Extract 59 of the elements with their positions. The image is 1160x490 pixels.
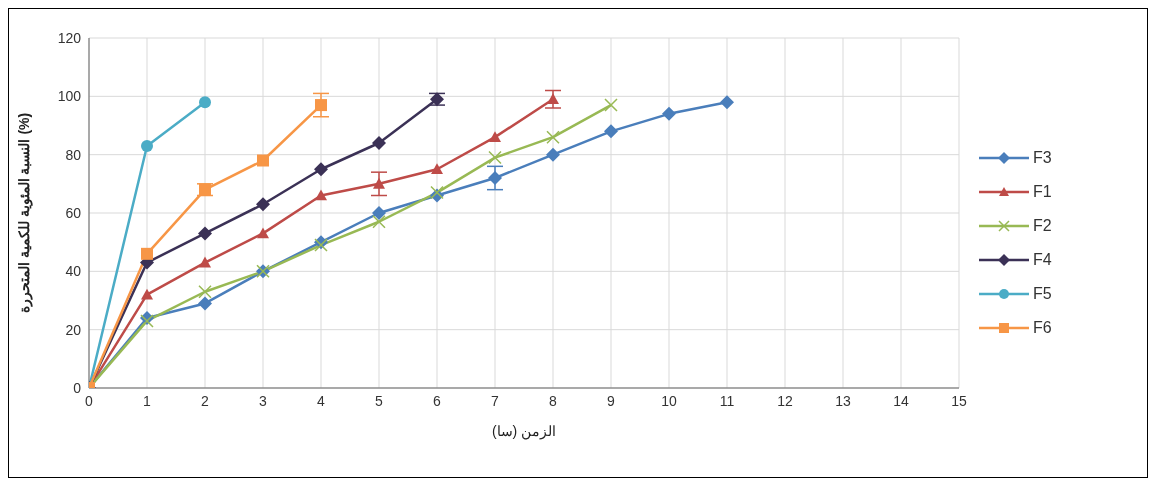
point xyxy=(199,256,211,268)
point xyxy=(431,163,443,175)
y-tick-label: 120 xyxy=(57,29,82,46)
legend-label: F6 xyxy=(1033,319,1052,337)
point xyxy=(257,227,269,239)
point xyxy=(604,98,618,112)
legend-label: F4 xyxy=(1033,251,1052,269)
legend-label: F5 xyxy=(1033,285,1052,303)
point xyxy=(372,215,386,229)
point xyxy=(547,93,559,105)
point xyxy=(256,197,270,212)
point xyxy=(198,296,212,311)
point xyxy=(141,247,153,260)
point xyxy=(198,285,212,299)
legend-label: F1 xyxy=(1033,183,1052,201)
x-tick-label: 8 xyxy=(549,392,558,409)
y-tick-label: 0 xyxy=(73,379,82,396)
point xyxy=(488,150,502,165)
y-tick-label: 80 xyxy=(65,146,82,163)
x-tick-label: 9 xyxy=(607,392,616,409)
x-tick-label: 4 xyxy=(317,392,326,409)
x-tick-label: 15 xyxy=(951,392,967,409)
point xyxy=(546,130,560,144)
point xyxy=(141,139,153,152)
point xyxy=(315,99,327,112)
x-tick-label: 7 xyxy=(491,392,500,409)
y-tick-label: 100 xyxy=(57,88,82,105)
y-tick-label: 60 xyxy=(65,204,82,221)
point xyxy=(489,131,501,142)
legend-label: F3 xyxy=(1033,149,1052,167)
point xyxy=(373,177,385,189)
y-axis-title: النسبة المئوية للكمية المتحررة (%) xyxy=(15,112,33,314)
x-tick-label: 13 xyxy=(835,392,851,409)
x-tick-label: 12 xyxy=(777,392,793,409)
x-tick-label: 10 xyxy=(661,392,677,409)
point xyxy=(199,96,211,109)
point xyxy=(720,95,734,110)
x-axis-title: الزمن (سا) xyxy=(491,423,557,440)
point xyxy=(372,206,386,220)
x-tick-label: 0 xyxy=(85,392,94,409)
x-tick-label: 14 xyxy=(893,392,909,409)
point xyxy=(604,124,618,139)
point xyxy=(372,136,386,150)
point xyxy=(488,171,502,185)
legend-label: F2 xyxy=(1033,217,1052,235)
point xyxy=(314,162,328,177)
x-tick-label: 3 xyxy=(259,392,268,409)
y-tick-label: 40 xyxy=(65,263,82,280)
x-tick-label: 5 xyxy=(375,392,384,409)
point xyxy=(546,147,560,162)
point xyxy=(315,189,327,201)
point xyxy=(662,106,676,121)
x-tick-label: 11 xyxy=(719,392,735,409)
x-tick-label: 6 xyxy=(433,392,442,409)
point xyxy=(257,154,269,167)
x-tick-label: 2 xyxy=(201,392,210,409)
x-tick-label: 1 xyxy=(143,392,152,409)
point xyxy=(198,226,212,241)
y-tick-label: 20 xyxy=(65,321,82,338)
